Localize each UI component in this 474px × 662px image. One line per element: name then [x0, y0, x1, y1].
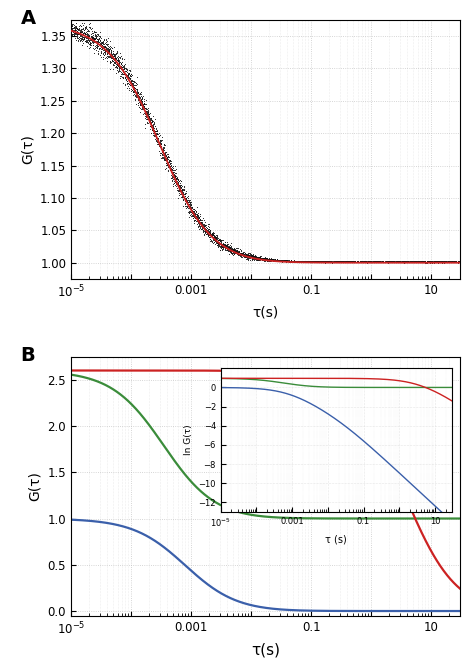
X-axis label: τ(s): τ(s) [252, 306, 279, 320]
Text: A: A [20, 9, 36, 28]
Text: B: B [20, 346, 36, 365]
Y-axis label: G(τ): G(τ) [28, 471, 42, 501]
X-axis label: τ(s): τ(s) [251, 643, 280, 657]
Y-axis label: G(τ): G(τ) [20, 134, 35, 164]
